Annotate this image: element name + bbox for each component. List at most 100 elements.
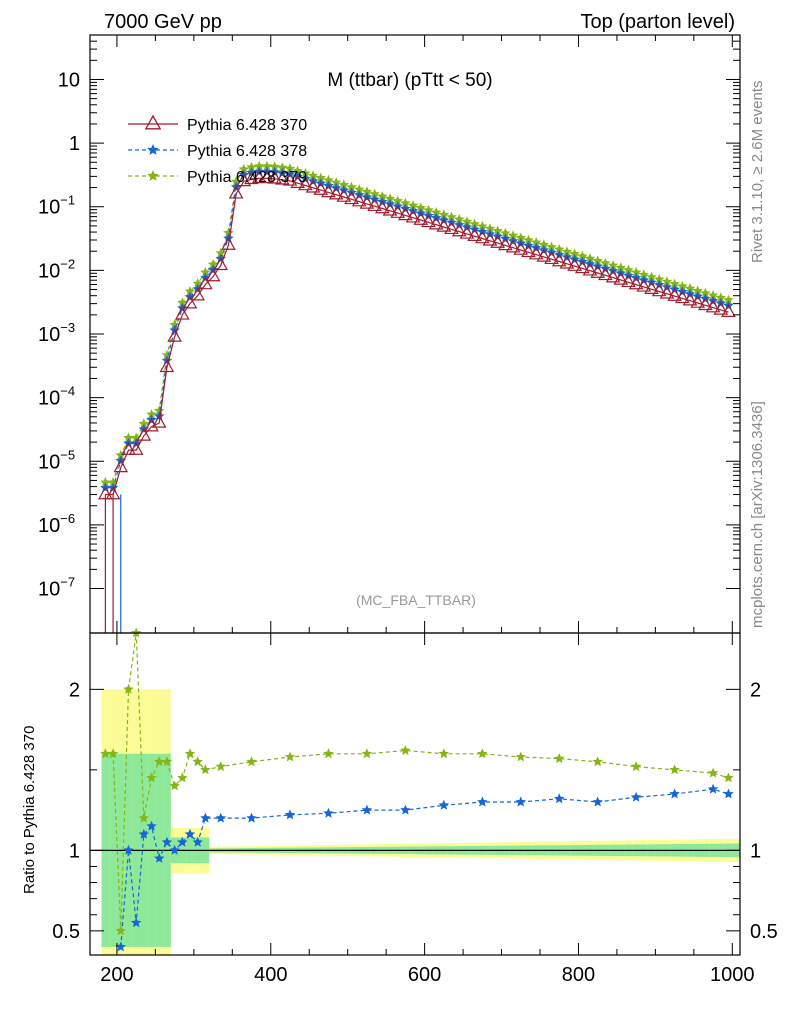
series-1-point	[628, 276, 644, 290]
series-1-point	[428, 216, 444, 230]
main-ytick-label: 10−1	[38, 193, 75, 219]
series-3-point	[215, 247, 226, 258]
series-1-point	[459, 225, 475, 239]
ratio-series-1-point	[246, 812, 257, 823]
series-1-point	[405, 209, 421, 223]
ratio-data-layer	[90, 627, 740, 952]
ratio-series-2-point	[246, 756, 257, 767]
ratio-series-2-point	[707, 767, 719, 778]
series-1-point	[451, 223, 467, 237]
series-3-point	[169, 319, 180, 330]
series-3-point	[154, 405, 165, 416]
series-1-point	[621, 274, 636, 288]
series-3-point	[592, 255, 603, 266]
series-1-point	[482, 232, 498, 246]
series-3-point	[415, 202, 426, 213]
series-3-point	[692, 285, 703, 296]
ratio-series-2-point	[592, 756, 603, 767]
ratio-series-2-point	[192, 756, 203, 767]
series-3-point	[407, 200, 419, 211]
ratio-panel: 200 400 600 800 1000 0.5 0.5 1 1 2 2 Ratio to Pyth…	[21, 627, 778, 986]
x-tick-label: 600	[408, 964, 441, 986]
series-3-point	[677, 280, 688, 291]
series-1-point	[590, 264, 606, 278]
series-3-point	[392, 195, 403, 206]
ratio-series-2-point	[138, 812, 150, 823]
series-3-point	[307, 170, 319, 181]
series-1-point	[382, 202, 398, 216]
series-3-point	[138, 418, 150, 429]
ratio-series-2-point	[323, 748, 334, 759]
series-1-point	[205, 268, 221, 282]
series-1-point	[690, 294, 706, 308]
main-ytick-exp: −6	[60, 511, 75, 526]
ratio-series-2-point	[184, 748, 196, 759]
ratio-series-2-point	[169, 780, 180, 791]
ratio-series-1-point	[138, 828, 150, 839]
x-tick-label: 1000	[710, 964, 755, 986]
ratio-series-2-point	[100, 748, 111, 759]
series-1-point	[490, 234, 506, 248]
ratio-series-1-point	[169, 844, 180, 855]
series-1-point	[167, 328, 182, 342]
ratio-series-2-point	[215, 761, 226, 772]
ratio-series-1-point	[361, 804, 373, 815]
series-3-point	[515, 232, 526, 243]
ratio-ytick-label: 2	[69, 679, 80, 701]
main-ytick-exp: −3	[60, 320, 75, 335]
ratio-series-2-point	[161, 756, 173, 767]
ratio-series-1-point	[192, 836, 203, 847]
series-1-point	[151, 414, 167, 428]
main-ytick-label: 10−3	[38, 320, 75, 346]
series-1-point	[321, 184, 336, 198]
series-1-point	[559, 255, 575, 269]
series-1-point	[667, 287, 682, 301]
series-1-point	[598, 267, 613, 281]
rivet-label: Rivet 3.1.10, ≥ 2.6M events	[749, 81, 766, 264]
ratio-series-1-point	[323, 807, 334, 818]
series-3-point	[630, 266, 642, 277]
series-1-point	[128, 441, 144, 455]
series-1-point	[674, 290, 690, 304]
series-1-point	[474, 230, 490, 244]
ratio-series-1-point	[115, 941, 126, 952]
series-3-point	[507, 230, 519, 240]
series-1-point	[351, 193, 367, 207]
main-ytick-label: 10−2	[38, 256, 75, 282]
ratio-series-2	[100, 627, 734, 936]
series-3-point	[500, 227, 511, 238]
series-3-point	[707, 290, 719, 300]
ratio-series-2-point	[630, 761, 642, 772]
main-ytick-label: 10−4	[38, 384, 75, 410]
series-3-point	[638, 269, 650, 280]
ratio-series-1-point	[146, 820, 157, 831]
ratio-series-1-point	[723, 788, 734, 799]
series-3-point	[615, 262, 626, 273]
series-3-point	[577, 250, 588, 261]
series-1-point	[651, 283, 667, 297]
series-1-point	[698, 297, 713, 311]
main-ytick-label: 10	[58, 69, 80, 91]
main-panel: 10−7 10−6 10−5 10−4 10−3 10−2 10−1 1 10 M (ttbar…	[38, 34, 741, 634]
series-3-point	[538, 239, 550, 250]
main-data-layer	[98, 160, 736, 633]
main-ytick-label: 10−7	[38, 575, 75, 601]
series-1-point	[390, 204, 406, 218]
main-ytick-label: 1	[69, 133, 80, 155]
series-1-point	[313, 181, 329, 195]
series-3-point	[684, 283, 696, 293]
series-1-point	[682, 292, 698, 306]
plot-title: M (ttbar) (pTtt < 50)	[327, 70, 492, 91]
series-1-point	[467, 227, 482, 241]
series-1-point	[244, 171, 259, 185]
series-3-point	[623, 264, 634, 275]
series-3-point	[554, 243, 565, 254]
series-3-point	[661, 276, 673, 287]
series-3-point	[569, 248, 580, 259]
series-1-point	[174, 306, 190, 320]
series-3-line	[105, 165, 729, 483]
ratio-series-2-point	[123, 683, 134, 694]
series-3-point	[607, 260, 619, 270]
series-1-point	[221, 236, 236, 250]
series-3-point	[461, 216, 473, 227]
